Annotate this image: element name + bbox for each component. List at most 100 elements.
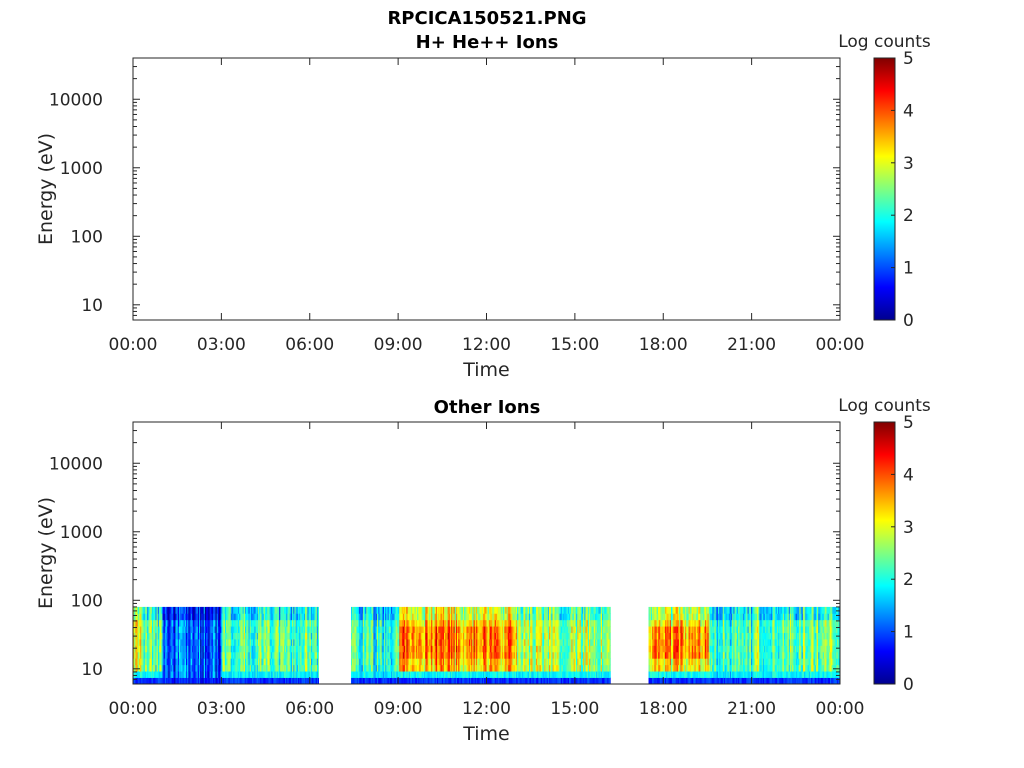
heatmap-cell	[289, 664, 292, 672]
heatmap-cell	[385, 613, 387, 621]
heatmap-cell	[290, 613, 293, 621]
heatmap-cell	[442, 677, 445, 685]
heatmap-cell	[358, 632, 360, 640]
heatmap-cell	[431, 671, 433, 678]
heatmap-cell	[605, 664, 608, 672]
heatmap-cell	[219, 619, 221, 627]
heatmap-cell	[197, 645, 200, 653]
heatmap-cell	[168, 606, 170, 614]
heatmap-cell	[163, 671, 166, 678]
heatmap-cell	[299, 645, 301, 653]
heatmap-cell	[448, 639, 451, 646]
heatmap-cell	[305, 664, 307, 672]
heatmap-cell	[594, 632, 597, 640]
heatmap-cell	[585, 606, 588, 614]
heatmap-cell	[470, 664, 472, 672]
heatmap-cell	[362, 677, 365, 685]
heatmap-cell	[571, 671, 573, 678]
heatmap-cell	[475, 664, 478, 672]
heatmap-cell	[378, 619, 380, 627]
heatmap-cell	[171, 651, 174, 659]
heatmap-cell	[433, 619, 436, 627]
heatmap-cell	[464, 658, 466, 666]
heatmap-cell	[477, 626, 479, 634]
heatmap-cell	[535, 606, 538, 614]
heatmap-cell	[527, 645, 530, 653]
heatmap-cell	[498, 664, 500, 672]
heatmap-cell	[247, 613, 249, 621]
heatmap-cell	[202, 645, 205, 653]
heatmap-cell	[200, 658, 202, 666]
heatmap-cell	[133, 606, 135, 614]
heatmap-cell	[464, 645, 466, 653]
heatmap-cell	[600, 613, 603, 621]
heatmap-cell	[294, 658, 297, 666]
heatmap-cell	[297, 651, 300, 659]
heatmap-cell	[359, 606, 361, 614]
heatmap-cell	[679, 606, 681, 614]
heatmap-cell	[239, 677, 241, 685]
heatmap-cell	[460, 645, 463, 653]
heatmap-cell	[543, 645, 545, 653]
heatmap-cell	[373, 651, 375, 659]
heatmap-cell	[253, 664, 255, 672]
heatmap-cell	[495, 632, 498, 640]
heatmap-cell	[196, 664, 199, 672]
heatmap-cell	[560, 658, 563, 666]
heatmap-cell	[659, 613, 661, 621]
heatmap-cell	[141, 645, 143, 653]
heatmap-cell	[141, 606, 143, 614]
heatmap-cell	[213, 606, 215, 614]
heatmap-cell	[655, 606, 658, 614]
heatmap-cell	[414, 639, 417, 646]
heatmap-cell	[306, 664, 308, 672]
heatmap-cell	[404, 619, 406, 627]
heatmap-cell	[208, 613, 210, 621]
heatmap-cell	[231, 664, 234, 672]
heatmap-cell	[224, 606, 227, 614]
heatmap-cell	[557, 606, 559, 614]
heatmap-cell	[479, 658, 482, 666]
heatmap-cell	[416, 632, 419, 640]
heatmap-cell	[165, 639, 168, 646]
heatmap-cell	[168, 651, 170, 659]
heatmap-cell	[195, 651, 198, 659]
heatmap-cell	[506, 658, 509, 666]
heatmap-cell	[287, 619, 289, 627]
heatmap-cell	[458, 639, 460, 646]
heatmap-cell	[479, 613, 482, 621]
heatmap-cell	[531, 658, 533, 666]
heatmap-cell	[444, 651, 446, 659]
heatmap-cell	[474, 632, 477, 640]
heatmap-cell	[465, 664, 467, 672]
heatmap-cell	[504, 606, 506, 614]
heatmap-cell	[534, 664, 537, 672]
heatmap-cell	[590, 626, 592, 634]
heatmap-cell	[178, 645, 181, 653]
heatmap-cell	[353, 671, 355, 678]
heatmap-cell	[210, 664, 213, 672]
heatmap-cell	[480, 619, 483, 627]
heatmap-cell	[532, 645, 535, 653]
heatmap-cell	[433, 632, 436, 640]
heatmap-cell	[453, 632, 456, 640]
heatmap-cell	[538, 613, 540, 621]
heatmap-cell	[478, 619, 480, 627]
heatmap-cell	[144, 619, 147, 627]
heatmap-cell	[404, 671, 406, 678]
heatmap-cell	[667, 658, 669, 666]
heatmap-cell	[438, 658, 440, 666]
heatmap-cell	[659, 658, 661, 666]
heatmap-cell	[498, 619, 500, 627]
heatmap-cell	[525, 671, 527, 678]
heatmap-cell	[408, 613, 411, 621]
heatmap-cell	[399, 645, 401, 653]
heatmap-cell	[307, 651, 309, 659]
heatmap-cell	[355, 645, 358, 653]
heatmap-cell	[534, 645, 537, 653]
heatmap-cell	[244, 677, 247, 685]
heatmap-cell	[151, 671, 154, 678]
heatmap-cell	[294, 677, 297, 685]
heatmap-cell	[318, 651, 319, 659]
heatmap-cell	[217, 664, 220, 672]
